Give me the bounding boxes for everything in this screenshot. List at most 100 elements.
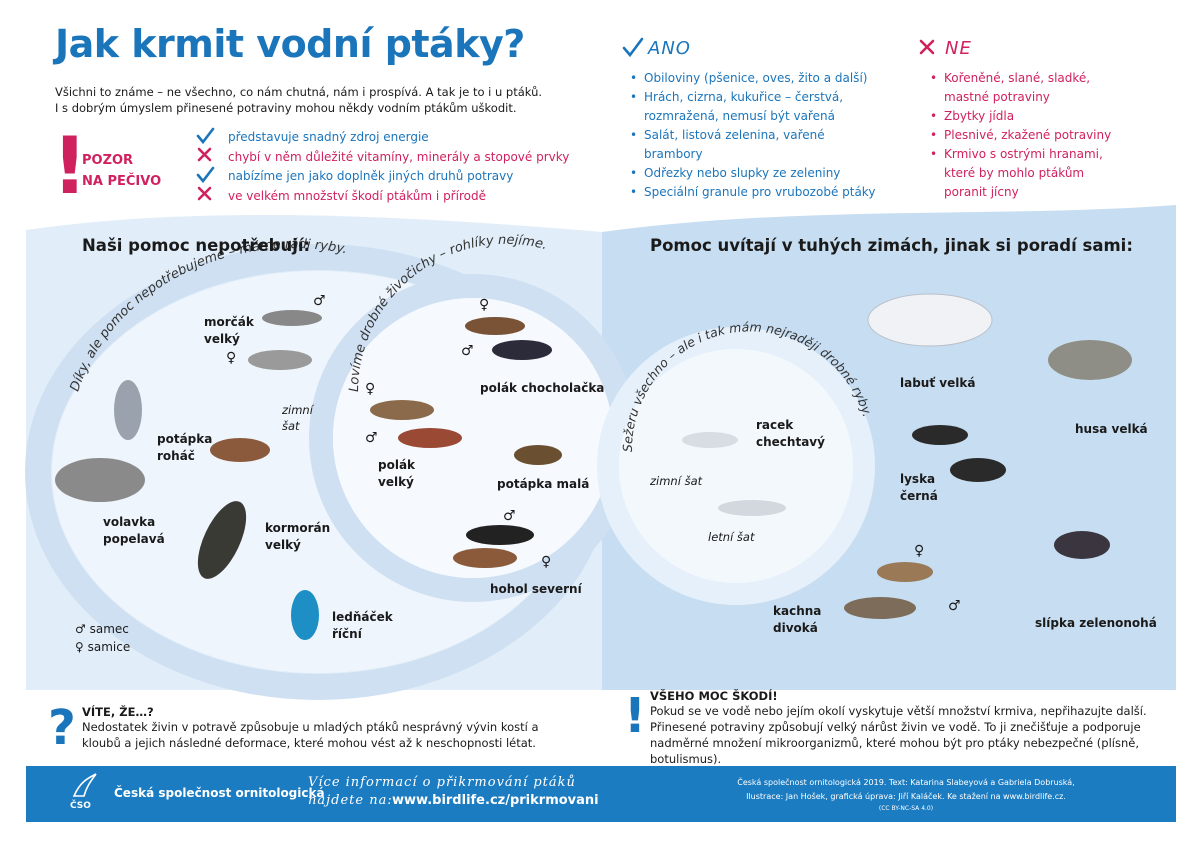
ne-item: Plesnivé, zkažené potraviny (930, 126, 1130, 145)
note-title: VÍTE, ŽE…? (82, 705, 154, 719)
bird-illustration (465, 317, 525, 335)
intro-line: Všichni to známe – ne všechno, co nám ch… (55, 85, 543, 99)
note-text: Nedostatek živin v potravě způsobuje u m… (82, 720, 539, 750)
bird-illustrations (55, 293, 1132, 640)
warning-item: představuje snadný zdroj energie (228, 130, 429, 144)
sex-mark: ♂ (503, 508, 516, 524)
check-icon (196, 166, 215, 184)
bird-label: kachna divoká (773, 604, 822, 635)
bird-illustration (844, 597, 916, 619)
ne-item: Krmivo s ostrými hranami, které by mohlo… (930, 145, 1130, 202)
sex-mark: ♂ (461, 343, 474, 359)
sex-mark: ♀ (226, 350, 237, 366)
bird-illustration (1048, 340, 1132, 380)
bird-label: labuť velká (900, 376, 976, 390)
bird-label: volavka popelavá (103, 515, 165, 546)
bird-label: kormorán velký (265, 521, 331, 552)
bird-illustration (398, 428, 462, 448)
bird-illustration (492, 340, 552, 360)
bird-illustration (248, 350, 312, 370)
check-icon (196, 127, 215, 145)
sex-mark: ♀ (914, 543, 925, 559)
org-name: Česká společnost ornitologická (114, 786, 325, 800)
cross-icon (919, 39, 935, 55)
legend-symbol: ♀ (75, 640, 84, 654)
bird-illustration (912, 425, 968, 445)
sex-mark: ♂ (365, 430, 378, 446)
bird-illustration (370, 400, 434, 420)
bird-illustration (1054, 531, 1110, 559)
cross-icon (197, 147, 212, 162)
ne-title: NE (945, 38, 972, 59)
more-info: Více informací o přikrmování ptáků (308, 775, 576, 790)
bird-illustration (114, 380, 142, 440)
warning-title-line: NA PEČIVO (82, 174, 162, 189)
more-info: najdete na: (308, 793, 393, 808)
bird-illustration (682, 432, 738, 448)
bird-illustration (877, 562, 933, 582)
bird-label: potápka roháč (157, 432, 213, 463)
note-mark: ! (624, 688, 646, 744)
bird-label: morčák velký (204, 315, 254, 346)
bird-illustration (718, 500, 786, 516)
bird-label: polák chocholačka (480, 381, 605, 395)
note-text: Pokud se ve vodě nebo jejím okolí vyskyt… (650, 704, 1147, 766)
ne-item: Zbytky jídla (930, 107, 1130, 126)
bird-label: polák velký (378, 458, 416, 489)
bird-label: ledňáček říční (332, 610, 393, 641)
bird-illustration (466, 525, 534, 545)
ano-item: Obiloviny (pšenice, oves, žito a další) (630, 69, 880, 88)
credit-line: Ilustrace: Jan Hošek, grafická úprava: J… (746, 792, 1066, 801)
warning-item: chybí v něm důležité vitamíny, minerály … (228, 149, 570, 164)
bird-note: letní šat (708, 530, 755, 544)
bird-illustration (950, 458, 1006, 482)
legend-text: samec (89, 622, 129, 636)
icons (196, 37, 935, 201)
warning-mark: ! (52, 122, 88, 212)
sex-mark: ♀ (541, 554, 552, 570)
logo-text: ČSO (70, 801, 91, 811)
left-heading: Naši pomoc nepotřebují: (82, 236, 311, 255)
footer: ČSO Česká společnost ornitologická Více … (26, 766, 1176, 822)
legend-item: ♂ samec (75, 620, 130, 638)
ano-item: Hrách, cizrna, kukuřice – čerstvá, rozmr… (630, 88, 880, 126)
sex-mark: ♂ (948, 598, 961, 614)
ne-item: Kořeněné, slané, sladké, mastné potravin… (930, 69, 1130, 107)
cross-icon (197, 186, 212, 201)
right-circle (597, 327, 875, 605)
warning-title-line: POZOR (82, 153, 134, 168)
inner-circle (333, 298, 613, 578)
credit-line: Česká společnost ornitologická 2019. Tex… (737, 778, 1075, 787)
bird-illustration (262, 310, 322, 326)
sex-mark: ♀ (479, 297, 490, 313)
bird-label: hohol severní (490, 582, 582, 596)
ano-title: ANO (648, 38, 691, 59)
url: www.birdlife.cz/prikrmovani (392, 793, 599, 808)
logo-bird (72, 773, 97, 797)
bird-illustration (197, 501, 247, 579)
bird-note: zimní šat (650, 474, 703, 488)
bird-note: zimní šat (282, 403, 313, 433)
bird-illustration (210, 438, 270, 462)
right-heading: Pomoc uvítají v tuhých zimách, jinak si … (650, 236, 1133, 255)
legend-text: samice (87, 640, 131, 654)
sex-mark: ♂ (313, 293, 326, 309)
ano-item: Salát, listová zelenina, vařené brambory (630, 126, 880, 164)
note-mark: ? (48, 700, 76, 756)
intro: Všichni to známe – ne všechno, co nám ch… (55, 84, 542, 116)
warning-list: představuje snadný zdroj energie chybí v… (228, 128, 569, 206)
ano-item: Speciální granule pro vrubozobé ptáky (630, 183, 880, 202)
credits: Česká společnost ornitologická 2019. Tex… (726, 776, 1086, 814)
warning-item: nabízíme jen jako doplněk jiných druhů p… (228, 169, 514, 183)
legend-symbol: ♂ (75, 622, 86, 636)
bird-label: lyska černá (900, 472, 938, 503)
warning-item: ve velkém množství škodí ptákům i přírod… (228, 188, 486, 203)
bird-label: husa velká (1075, 422, 1148, 436)
rock (55, 458, 145, 502)
bird-illustration (453, 548, 517, 568)
bird-label: slípka zelenonohá (1035, 616, 1157, 630)
title: Jak krmit vodní ptáky? (55, 22, 525, 66)
